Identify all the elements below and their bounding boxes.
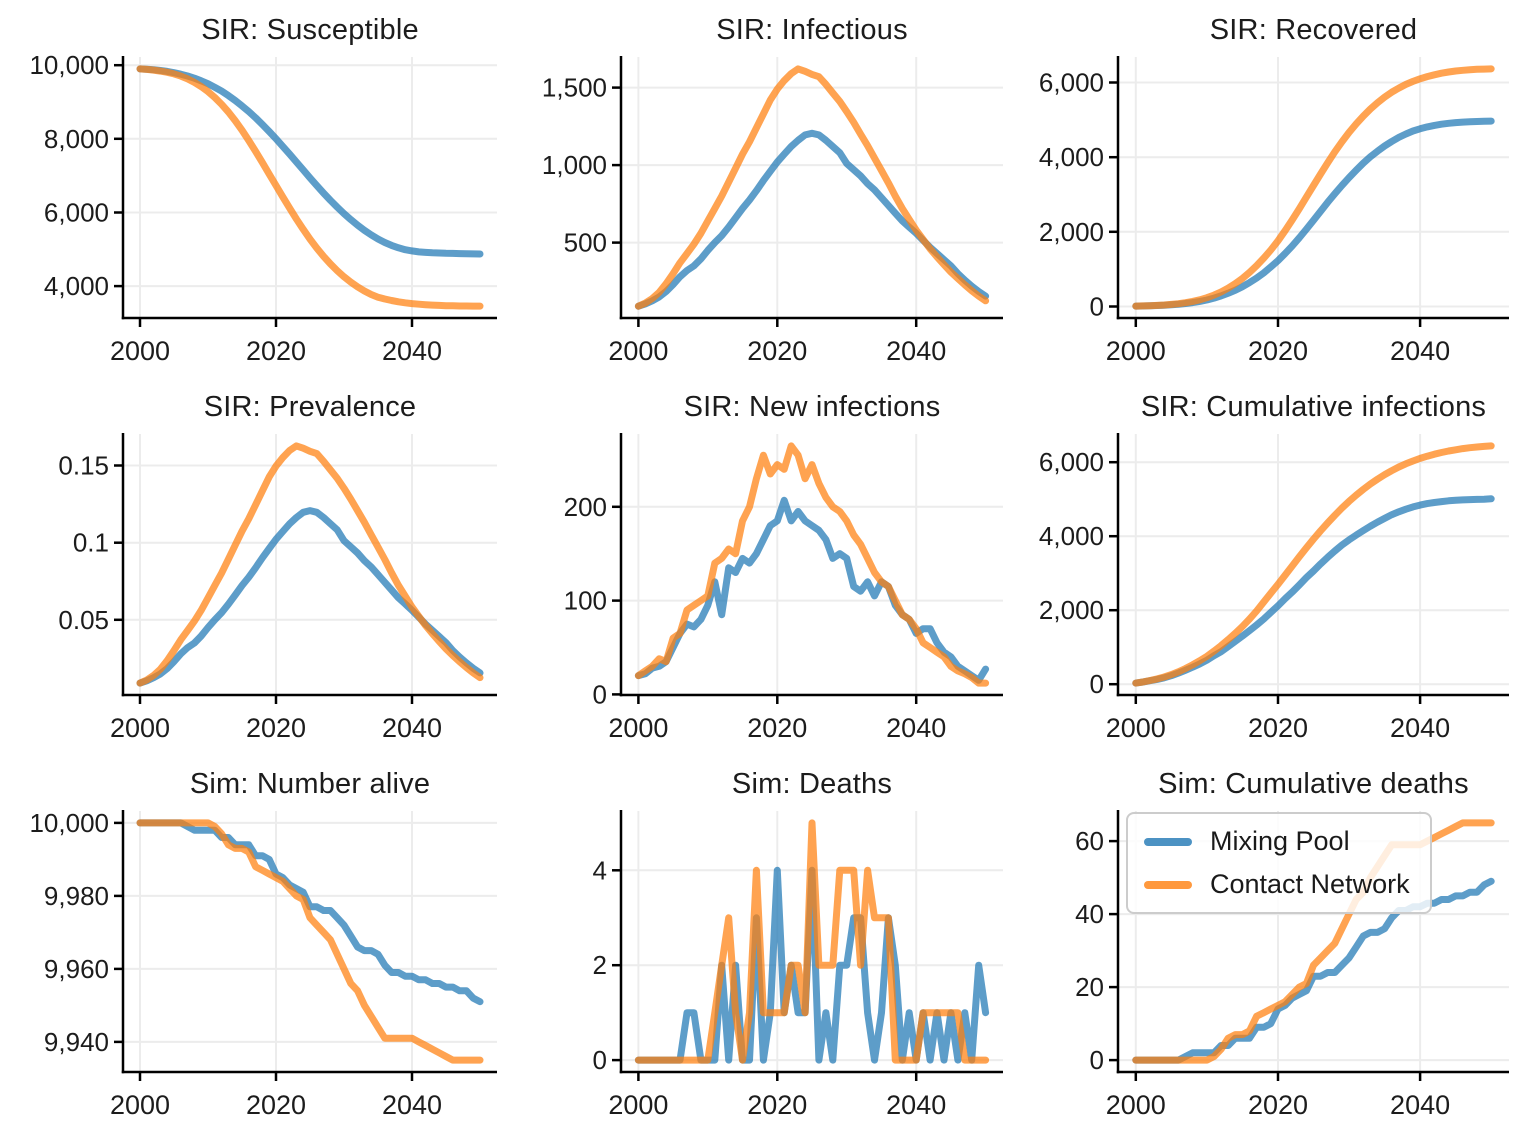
svg-text:4,000: 4,000 [1039, 521, 1104, 551]
svg-text:4: 4 [593, 855, 607, 885]
svg-text:2020: 2020 [747, 713, 807, 743]
svg-text:2020: 2020 [246, 1090, 306, 1120]
svg-text:6,000: 6,000 [44, 198, 109, 228]
svg-text:2000: 2000 [608, 713, 668, 743]
legend-item-mixing-pool: Mixing Pool [1144, 826, 1410, 857]
chart-title: SIR: Cumulative infections [1140, 391, 1487, 423]
subplot-sir-new-infections: SIR: New infections 0 100 200 2000 2020 2040 [506, 377, 1012, 754]
sir-new-infections-plot: 0 100 200 2000 2020 2040 [564, 433, 1003, 743]
subplot-sir-prevalence: SIR: Prevalence 0.05 0.1 0.15 2000 2020 2040 [0, 377, 506, 754]
svg-text:2: 2 [593, 950, 607, 980]
svg-text:2000: 2000 [110, 713, 170, 743]
sim-deaths-plot: 0 2 4 2000 2020 2040 [593, 810, 1003, 1120]
svg-text:0: 0 [593, 1045, 607, 1075]
svg-text:40: 40 [1075, 899, 1104, 929]
subplot-sim-cumulative-deaths: Sim: Cumulative deaths 0 20 40 60 2000 2020 20… [1012, 754, 1518, 1132]
svg-text:2000: 2000 [608, 336, 668, 366]
contact-network-line-swatch [1144, 880, 1192, 889]
chart-title: Sim: Number alive [189, 768, 431, 800]
svg-text:2000: 2000 [110, 1090, 170, 1120]
svg-text:500: 500 [564, 228, 607, 258]
svg-text:0: 0 [1090, 669, 1104, 699]
svg-text:2020: 2020 [747, 1090, 807, 1120]
svg-text:0: 0 [1090, 1045, 1104, 1075]
chart-title: SIR: Prevalence [203, 391, 417, 423]
subplot-sim-deaths: Sim: Deaths 0 2 4 2000 2020 2040 [506, 754, 1012, 1132]
svg-text:2040: 2040 [382, 336, 442, 366]
sir-cumulative-infections-plot: 0 2,000 4,000 6,000 2000 2020 2040 [1039, 433, 1509, 743]
svg-text:0.1: 0.1 [73, 528, 109, 558]
sir-susceptible-plot: 4,000 6,000 8,000 10,000 2000 2020 2040 [29, 50, 497, 366]
svg-text:6,000: 6,000 [1039, 447, 1104, 477]
svg-text:0.15: 0.15 [58, 451, 109, 481]
svg-text:10,000: 10,000 [29, 808, 109, 838]
svg-text:2020: 2020 [246, 336, 306, 366]
svg-text:2040: 2040 [1390, 336, 1450, 366]
svg-text:2,000: 2,000 [1039, 217, 1104, 247]
svg-text:2,000: 2,000 [1039, 595, 1104, 625]
svg-text:0: 0 [1090, 292, 1104, 322]
legend-label: Contact Network [1210, 869, 1410, 899]
svg-text:2040: 2040 [886, 713, 946, 743]
svg-text:9,940: 9,940 [44, 1027, 109, 1057]
svg-text:0: 0 [593, 679, 607, 709]
svg-text:9,980: 9,980 [44, 881, 109, 911]
subplot-sir-cumulative-infections: SIR: Cumulative infections 0 2,000 4,000 6,… [1012, 377, 1518, 754]
svg-text:4,000: 4,000 [1039, 142, 1104, 172]
svg-text:2000: 2000 [1106, 713, 1166, 743]
chart-title: SIR: New infections [683, 391, 941, 423]
svg-text:2040: 2040 [1390, 713, 1450, 743]
subplot-sir-infectious: SIR: Infectious 500 1,000 1,500 2000 2020 204… [506, 0, 1012, 377]
sir-infectious-plot: 500 1,000 1,500 2000 2020 2040 [542, 56, 1003, 366]
subplot-sim-number-alive: Sim: Number alive 9,940 9,960 9,980 10,000 2… [0, 754, 506, 1132]
chart-title: SIR: Infectious [716, 14, 908, 46]
chart-title: SIR: Recovered [1209, 14, 1418, 46]
svg-text:2040: 2040 [382, 713, 442, 743]
subplot-sir-recovered: SIR: Recovered 0 2,000 4,000 6,000 2000 2020 2… [1012, 0, 1518, 377]
svg-text:2020: 2020 [246, 713, 306, 743]
svg-text:20: 20 [1075, 972, 1104, 1002]
subplot-sir-susceptible: SIR: Susceptible 4,000 6,000 8,000 10,000 20… [0, 0, 506, 377]
svg-text:60: 60 [1075, 826, 1104, 856]
svg-text:2000: 2000 [608, 1090, 668, 1120]
svg-text:2020: 2020 [1248, 1090, 1308, 1120]
svg-text:2020: 2020 [747, 336, 807, 366]
legend-label: Mixing Pool [1210, 826, 1350, 856]
chart-title: Sim: Deaths [731, 768, 893, 800]
chart-title: Sim: Cumulative deaths [1158, 768, 1469, 800]
chart-title: SIR: Susceptible [201, 14, 419, 46]
svg-text:2020: 2020 [1248, 713, 1308, 743]
svg-text:4,000: 4,000 [44, 271, 109, 301]
mixing-pool-line-swatch [1144, 837, 1192, 846]
svg-text:2000: 2000 [110, 336, 170, 366]
svg-text:1,000: 1,000 [542, 150, 607, 180]
svg-text:100: 100 [564, 586, 607, 616]
svg-text:1,500: 1,500 [542, 73, 607, 103]
svg-text:2040: 2040 [1390, 1090, 1450, 1120]
svg-text:6,000: 6,000 [1039, 68, 1104, 98]
svg-text:0.05: 0.05 [58, 605, 109, 635]
sim-number-alive-plot: 9,940 9,960 9,980 10,000 2000 2020 2040 [29, 808, 497, 1120]
svg-text:10,000: 10,000 [29, 50, 109, 80]
svg-text:2040: 2040 [886, 1090, 946, 1120]
sir-recovered-plot: 0 2,000 4,000 6,000 2000 2020 2040 [1039, 56, 1509, 366]
svg-text:8,000: 8,000 [44, 124, 109, 154]
legend: Mixing Pool Contact Network [1126, 812, 1432, 914]
svg-text:2020: 2020 [1248, 336, 1308, 366]
svg-text:9,960: 9,960 [44, 954, 109, 984]
legend-item-contact-network: Contact Network [1144, 869, 1410, 900]
svg-text:2000: 2000 [1106, 336, 1166, 366]
sir-prevalence-plot: 0.05 0.1 0.15 2000 2020 2040 [58, 433, 497, 743]
svg-text:2040: 2040 [382, 1090, 442, 1120]
svg-text:2040: 2040 [886, 336, 946, 366]
svg-text:200: 200 [564, 492, 607, 522]
svg-text:2000: 2000 [1106, 1090, 1166, 1120]
